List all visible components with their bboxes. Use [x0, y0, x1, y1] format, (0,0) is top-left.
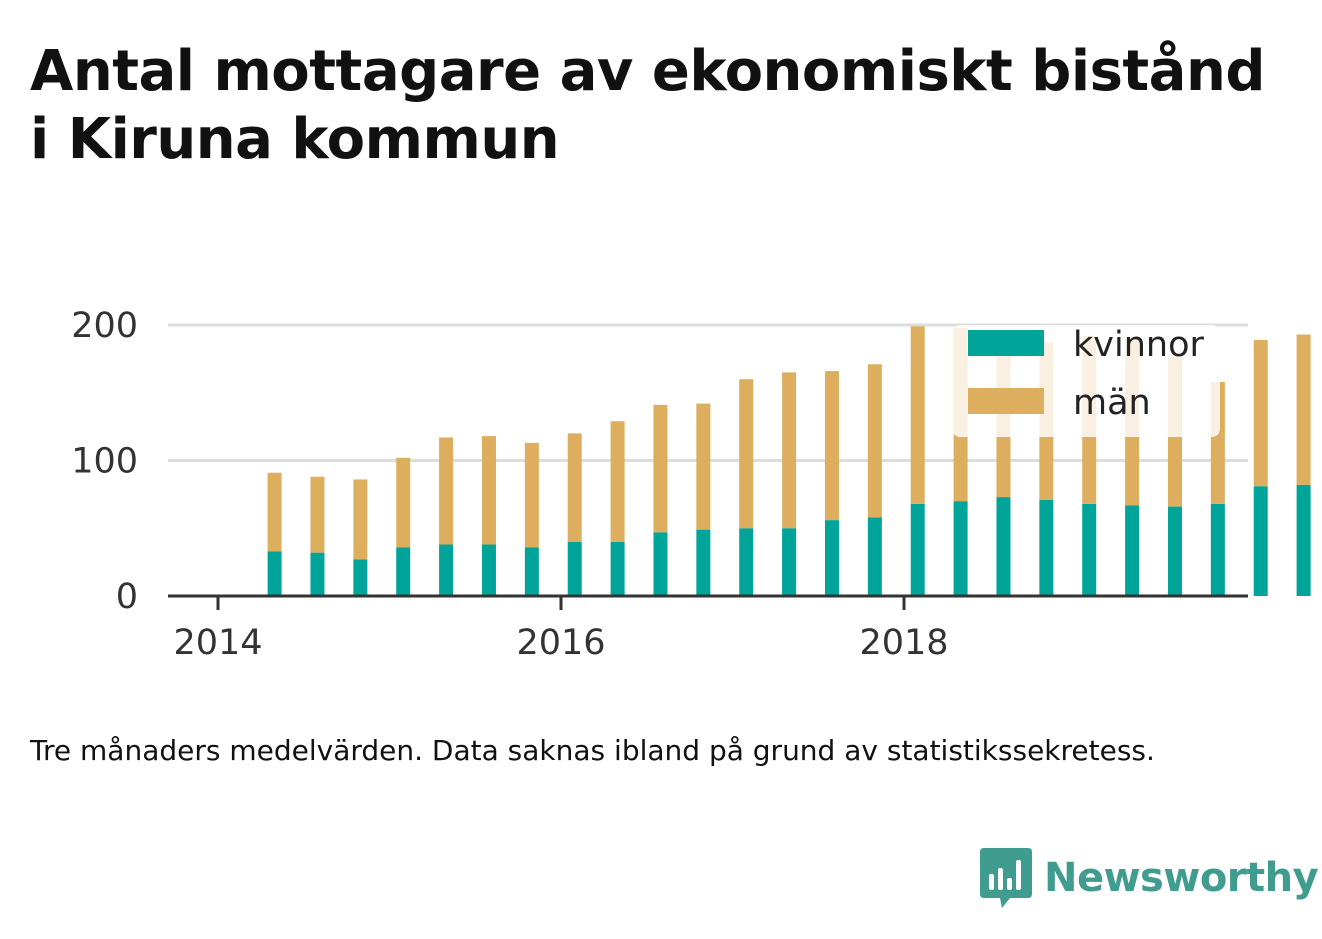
bar-kvinnor: [396, 547, 411, 596]
bar-kvinnor: [996, 497, 1011, 596]
bar-man: [567, 433, 582, 542]
bar-man: [524, 442, 539, 548]
bar-man: [439, 437, 454, 545]
bar-kvinnor: [567, 541, 582, 596]
bar-man: [481, 436, 496, 545]
y-tick-label: 0: [116, 577, 138, 617]
bar-man: [610, 421, 625, 542]
bar-kvinnor: [1125, 505, 1140, 596]
bar-man: [782, 372, 797, 529]
bar-kvinnor: [1039, 499, 1054, 596]
bar-kvinnor: [524, 547, 539, 596]
bar-kvinnor: [353, 559, 368, 596]
bar-kvinnor: [739, 528, 754, 596]
brand-name: Newsworthy: [1044, 855, 1319, 901]
x-tick-label: 2016: [516, 623, 605, 663]
x-tick-label: 2014: [173, 623, 262, 663]
legend-swatch-kvinnor: [968, 330, 1044, 356]
legend-label: män: [1073, 383, 1151, 423]
bar-man: [396, 457, 411, 548]
bar-man: [910, 326, 925, 504]
bar-kvinnor: [1253, 486, 1268, 596]
y-tick-label: 100: [71, 442, 138, 482]
bar-man: [267, 472, 282, 552]
bar-kvinnor: [439, 544, 454, 596]
axes: 0100200201420162018202120232025: [71, 306, 1248, 663]
stacked-bar-chart: 0100200201420162018202120232025 kvinnorm…: [71, 306, 1311, 663]
bar-kvinnor: [481, 544, 496, 596]
bar-kvinnor: [653, 532, 668, 596]
bar-kvinnor: [696, 529, 711, 596]
legend-swatch-man: [968, 388, 1044, 414]
chart-title: Antal mottagare av ekonomiskt bistånd i …: [30, 39, 1265, 172]
bar-man: [353, 479, 368, 560]
bar-man: [824, 371, 839, 521]
y-tick-label: 200: [71, 306, 138, 346]
bar-kvinnor: [824, 520, 839, 596]
bar-kvinnor: [1210, 503, 1225, 596]
x-tick-label: 2018: [859, 623, 948, 663]
chart-caption: Tre månaders medelvärden. Data saknas ib…: [30, 734, 1155, 767]
legend-label: kvinnor: [1073, 325, 1204, 365]
bar-kvinnor: [867, 517, 882, 596]
legend: kvinnor män: [952, 325, 1220, 437]
bar-kvinnor: [1296, 484, 1311, 596]
bar-kvinnor: [782, 528, 797, 596]
brand-logo: Newsworthy: [980, 848, 1319, 908]
bar-man: [310, 476, 325, 553]
bar-kvinnor: [910, 503, 925, 596]
bar-man: [1253, 339, 1268, 487]
bar-man: [653, 404, 668, 533]
bar-kvinnor: [610, 541, 625, 596]
bar-kvinnor: [1167, 506, 1182, 596]
bar-kvinnor: [267, 551, 282, 596]
bar-kvinnor: [1082, 503, 1097, 596]
bar-kvinnor: [953, 501, 968, 596]
bar-kvinnor: [310, 552, 325, 596]
bar-man: [739, 379, 754, 529]
bar-man: [1296, 334, 1311, 485]
bar-man: [696, 403, 711, 530]
bar-man: [867, 364, 882, 518]
newsworthy-logo-icon: [980, 848, 1032, 908]
